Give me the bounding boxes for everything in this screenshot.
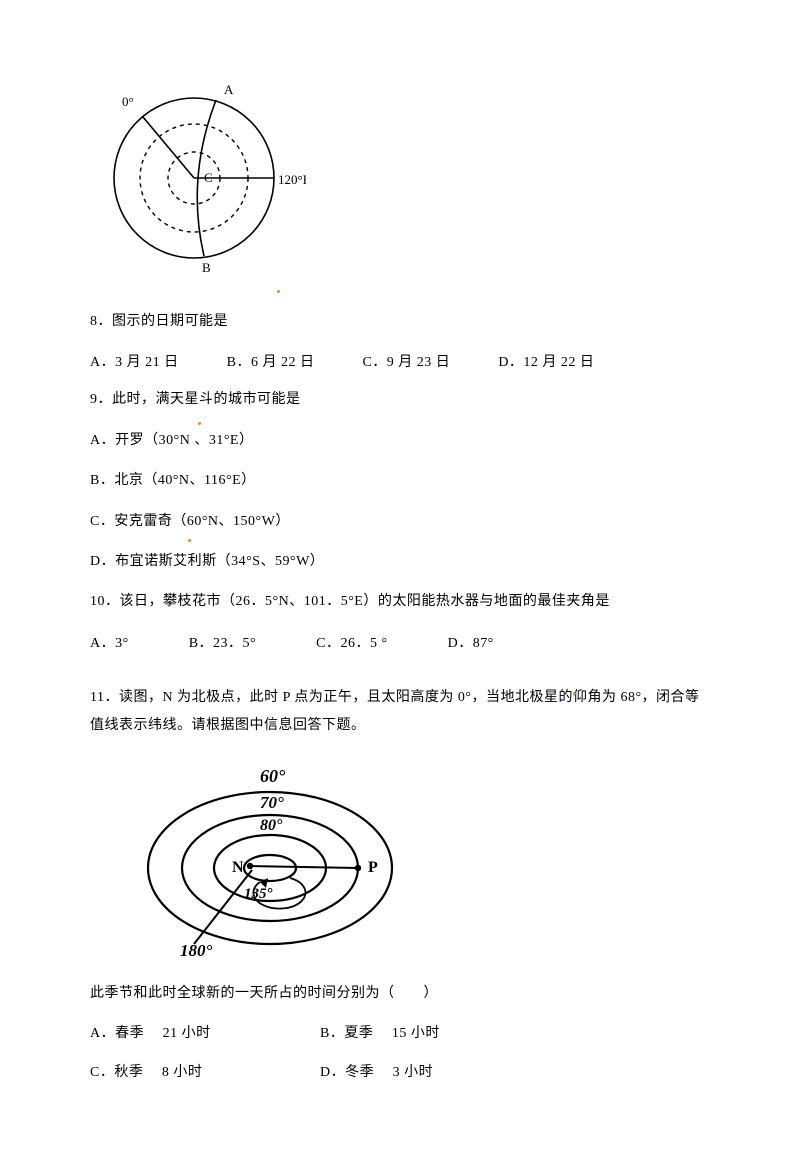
q10-opt-c: C．26．5 ° <box>316 632 387 652</box>
q11-options: A．春季 21 小时 B．夏季 15 小时 C．秋季 8 小时 D．冬季 3 小… <box>90 1023 710 1100</box>
q10-opt-a: A．3° <box>90 632 129 652</box>
d2-180: 180° <box>180 941 213 958</box>
q11-opt-b: B．夏季 15 小时 <box>320 1023 550 1045</box>
q8-opt-a: A．3 月 21 日 <box>90 351 179 371</box>
q10-opt-b: B．23．5° <box>189 632 256 652</box>
artifact-dot <box>198 422 201 425</box>
d1-label-120E: 120°E <box>278 172 306 187</box>
q8-options: A．3 月 21 日 B．6 月 22 日 C．9 月 23 日 D．12 月 … <box>90 351 710 371</box>
d2-P: P <box>368 859 378 876</box>
d2-N: N <box>232 859 244 876</box>
d1-label-C: C <box>204 170 213 185</box>
d1-label-0: 0° <box>122 94 134 109</box>
diagram1-svg: 0° A B C 120°E <box>86 60 306 280</box>
q11-para: 11．读图，N 为北极点，此时 P 点为正午，且太阳高度为 0°，当地北极星的仰… <box>90 684 710 740</box>
q11-opt-c: C．秋季 8 小时 <box>90 1062 320 1084</box>
q9-opt-a: A．开罗（30°N 、31°E） <box>90 430 710 452</box>
d1-label-A: A <box>224 82 234 97</box>
d2-135: 135° <box>244 886 273 902</box>
q11-opt-a: A．春季 21 小时 <box>90 1023 320 1045</box>
artifact-dot <box>573 692 576 695</box>
q8-opt-b: B．6 月 22 日 <box>227 351 315 371</box>
q9-opt-b: B．北京（40°N、116°E） <box>90 470 710 492</box>
artifact-dot <box>277 290 280 293</box>
q11-opt-d: D．冬季 3 小时 <box>320 1062 550 1084</box>
q8-stem: 8．图示的日期可能是 <box>90 311 710 333</box>
d2-lat60: 60° <box>260 766 286 786</box>
spacer <box>90 670 710 684</box>
q10-options: A．3° B．23．5° C．26．5 ° D．87° <box>90 632 710 652</box>
diagram-polar-view: 0° A B C 120°E <box>86 60 710 285</box>
q9-opt-d: D．布宜诺斯艾利斯（34°S、59°W） <box>90 551 710 573</box>
diagram2-svg: 60° 70° 80° N P 135° 180° <box>120 758 420 958</box>
d2-lat80: 80° <box>260 817 283 834</box>
q9-opt-c: C．安克雷奇（60°N、150°W） <box>90 511 710 533</box>
artifact-dot <box>188 539 191 542</box>
q8-opt-d: D．12 月 22 日 <box>498 351 594 371</box>
d1-label-B: B <box>202 260 211 275</box>
q8-opt-c: C．9 月 23 日 <box>362 351 450 371</box>
q11-stem: 此季节和此时全球新的一天所占的时间分别为（ ） <box>90 983 710 1005</box>
q10-stem: 10．该日，攀枝花市（26．5°N、101．5°E）的太阳能热水器与地面的最佳夹… <box>90 591 710 613</box>
q9-stem: 9．此时，满天星斗的城市可能是 <box>90 389 710 411</box>
d2-lat70: 70° <box>260 793 284 812</box>
diagram-north-pole-ellipses: 60° 70° 80° N P 135° 180° <box>120 758 710 963</box>
q10-opt-d: D．87° <box>448 632 494 652</box>
page: 0° A B C 120°E 8．图示的日期可能是 A．3 月 21 日 B．6… <box>0 0 800 1158</box>
